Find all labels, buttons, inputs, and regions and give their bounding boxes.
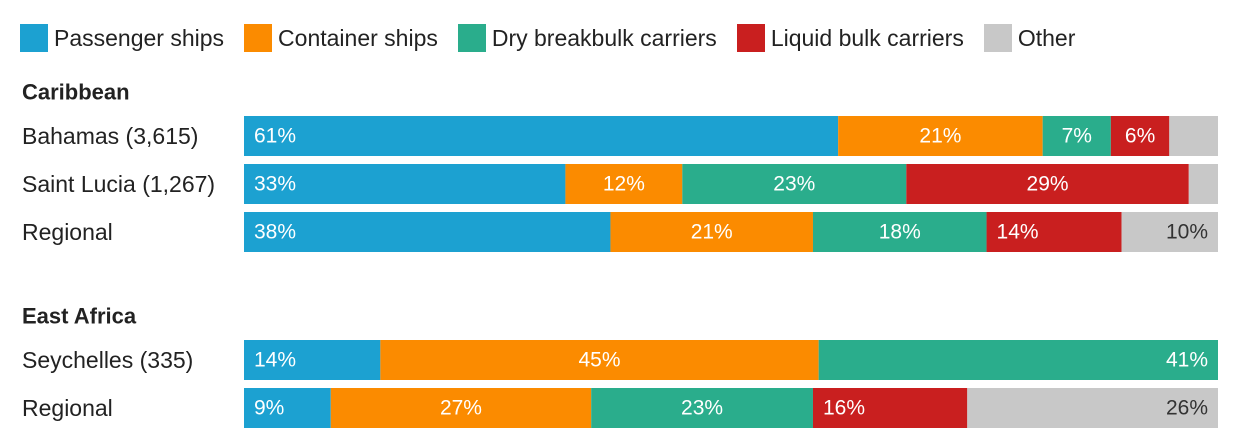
legend-label-container-ships: Container ships <box>278 25 438 51</box>
data-label-east-africa-regional-container-ships: 27% <box>440 397 482 420</box>
group-title-caribbean: Caribbean <box>22 80 130 105</box>
legend-item-liquid-bulk-carriers: Liquid bulk carriers <box>736 24 964 52</box>
bar-segment-east-africa-seychelles-335-dry-breakbulk-carriers <box>818 340 1218 380</box>
row-label-caribbean-saint-lucia-1-267: Saint Lucia (1,267) <box>22 171 215 197</box>
legend-label-dry-breakbulk-carriers: Dry breakbulk carriers <box>491 25 717 51</box>
bar-segment-caribbean-regional-dry-breakbulk-carriers <box>812 212 987 252</box>
bar-segment-caribbean-regional-liquid-bulk-carriers <box>986 212 1122 252</box>
row-label-east-africa-regional: Regional <box>22 395 113 421</box>
data-label-caribbean-saint-lucia-1-267-liquid-bulk-carriers: 29% <box>1027 173 1069 196</box>
row-label-caribbean-regional: Regional <box>22 219 113 245</box>
bar-segment-east-africa-regional-dry-breakbulk-carriers <box>591 388 813 428</box>
data-label-caribbean-regional-other: 10% <box>1166 221 1208 244</box>
bar-segment-caribbean-saint-lucia-1-267-dry-breakbulk-carriers <box>682 164 907 204</box>
legend-swatch-other <box>983 24 1012 52</box>
bar-segment-caribbean-saint-lucia-1-267-passenger-ships <box>244 164 566 204</box>
data-label-caribbean-saint-lucia-1-267-container-ships: 12% <box>603 173 645 196</box>
legend-label-other: Other <box>1017 25 1076 51</box>
bar-segment-caribbean-bahamas-3-615-container-ships <box>838 116 1043 156</box>
legend-swatch-container-ships <box>244 24 273 52</box>
data-label-caribbean-regional-passenger-ships: 38% <box>254 221 296 244</box>
bar-segment-caribbean-bahamas-3-615-dry-breakbulk-carriers <box>1042 116 1111 156</box>
data-label-caribbean-bahamas-3-615-dry-breakbulk-carriers: 7% <box>1062 125 1092 148</box>
data-label-east-africa-seychelles-335-passenger-ships: 14% <box>254 349 296 372</box>
legend-swatch-dry-breakbulk-carriers <box>457 24 486 52</box>
data-label-caribbean-bahamas-3-615-passenger-ships: 61% <box>254 125 296 148</box>
data-label-caribbean-saint-lucia-1-267-passenger-ships: 33% <box>254 173 296 196</box>
legend-label-liquid-bulk-carriers: Liquid bulk carriers <box>770 25 964 51</box>
data-label-caribbean-regional-liquid-bulk-carriers: 14% <box>997 221 1039 244</box>
bar-segment-caribbean-bahamas-3-615-other <box>1169 116 1218 156</box>
data-label-east-africa-regional-other: 26% <box>1166 397 1208 420</box>
row-label-east-africa-seychelles-335: Seychelles (335) <box>22 347 193 373</box>
row-label-caribbean-bahamas-3-615: Bahamas (3,615) <box>22 123 198 149</box>
legend-label-passenger-ships: Passenger ships <box>54 25 225 51</box>
bar-segment-caribbean-saint-lucia-1-267-other <box>1188 164 1218 204</box>
legend-item-dry-breakbulk-carriers: Dry breakbulk carriers <box>457 24 717 52</box>
group-title-east-africa: East Africa <box>22 304 137 329</box>
data-label-east-africa-regional-liquid-bulk-carriers: 16% <box>823 397 865 420</box>
legend-swatch-passenger-ships <box>20 24 48 52</box>
bar-segment-caribbean-regional-other <box>1121 212 1218 252</box>
bar-segment-caribbean-bahamas-3-615-liquid-bulk-carriers <box>1110 116 1170 156</box>
data-label-east-africa-regional-dry-breakbulk-carriers: 23% <box>681 397 723 420</box>
data-label-east-africa-seychelles-335-dry-breakbulk-carriers: 41% <box>1166 349 1208 372</box>
data-label-caribbean-bahamas-3-615-container-ships: 21% <box>919 125 961 148</box>
bar-segment-east-africa-seychelles-335-container-ships <box>380 340 819 380</box>
data-label-east-africa-regional-passenger-ships: 9% <box>254 397 284 420</box>
bar-segment-caribbean-saint-lucia-1-267-container-ships <box>565 164 683 204</box>
data-label-caribbean-regional-dry-breakbulk-carriers: 18% <box>879 221 921 244</box>
data-label-caribbean-regional-container-ships: 21% <box>691 221 733 244</box>
bar-segment-east-africa-seychelles-335-passenger-ships <box>244 340 381 380</box>
bar-segment-caribbean-regional-container-ships <box>610 212 813 252</box>
data-label-caribbean-saint-lucia-1-267-dry-breakbulk-carriers: 23% <box>773 173 815 196</box>
chart-legend: Passenger ships Container ships Dry brea… <box>20 24 1095 52</box>
bar-segment-east-africa-regional-liquid-bulk-carriers <box>812 388 968 428</box>
bar-segment-caribbean-saint-lucia-1-267-liquid-bulk-carriers <box>906 164 1189 204</box>
bar-segment-east-africa-regional-passenger-ships <box>244 388 331 428</box>
bar-segment-east-africa-regional-other <box>967 388 1218 428</box>
bar-segment-east-africa-regional-container-ships <box>330 388 592 428</box>
legend-item-passenger-ships: Passenger ships <box>20 24 224 52</box>
legend-swatch-liquid-bulk-carriers <box>736 24 765 52</box>
legend-item-container-ships: Container ships <box>244 24 438 52</box>
data-label-east-africa-seychelles-335-container-ships: 45% <box>578 349 620 372</box>
bar-segment-caribbean-bahamas-3-615-passenger-ships <box>244 116 839 156</box>
data-label-caribbean-bahamas-3-615-liquid-bulk-carriers: 6% <box>1125 125 1155 148</box>
legend-item-other: Other <box>983 24 1076 52</box>
bar-segment-caribbean-regional-passenger-ships <box>244 212 611 252</box>
